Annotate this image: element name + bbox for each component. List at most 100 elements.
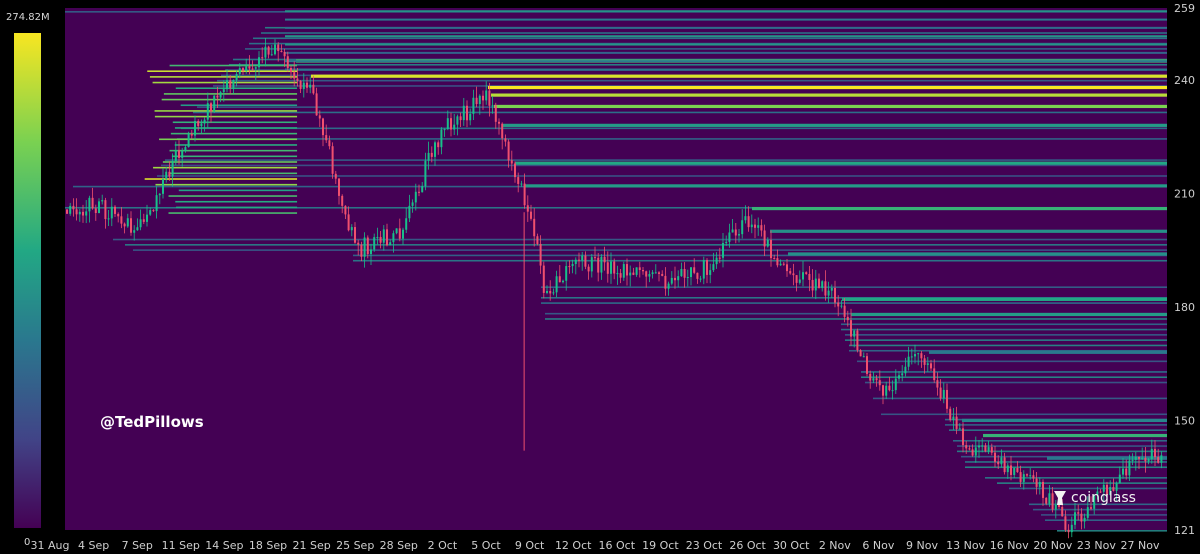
candle-body (507, 141, 510, 161)
candle-body (1093, 494, 1096, 509)
candle-body (587, 266, 590, 272)
candle-body (882, 385, 884, 396)
candle-body (450, 118, 452, 130)
upper-liquidity-line (285, 26, 1167, 29)
candle-body (376, 236, 379, 238)
candle-body (926, 363, 929, 365)
candle-body (1048, 493, 1051, 504)
candle-body (414, 191, 417, 203)
candle-body (763, 230, 766, 247)
candle-body (734, 229, 737, 236)
liquidity-level-line (957, 450, 1167, 453)
liquidity-level-line (125, 244, 1167, 246)
x-tick-label: 14 Sep (205, 539, 243, 552)
candle-body (1000, 457, 1003, 465)
candle-body (549, 290, 552, 294)
candle-body (626, 264, 628, 276)
candle-body (802, 272, 804, 280)
candle-body (946, 389, 948, 409)
candle-body (843, 305, 846, 317)
candle-body (178, 150, 180, 158)
candle-body (101, 200, 104, 202)
liquidity-level-line (1041, 514, 1167, 516)
candle-body (1122, 468, 1124, 475)
candle-body (773, 258, 776, 260)
liquidity-level-line (953, 439, 1167, 442)
candle-body (878, 380, 881, 386)
liquidation-cluster-line (176, 206, 298, 209)
liquidation-bands (65, 10, 1167, 532)
candle-body (814, 278, 817, 291)
candle-body (168, 171, 171, 177)
liquidation-cluster-line (174, 127, 298, 129)
candle-body (757, 225, 760, 228)
candle-body (1150, 448, 1153, 460)
candle-body (571, 263, 574, 267)
candle-body (808, 273, 811, 280)
candle-body (1134, 456, 1137, 460)
liquidity-level-line (845, 339, 1167, 341)
candle-body (875, 378, 878, 381)
candle-body (699, 278, 702, 280)
candle-body (517, 177, 520, 184)
candle-body (686, 277, 689, 279)
x-tick-label: 9 Oct (515, 539, 545, 552)
colorbar-min-label: 0 (24, 537, 31, 548)
candle-body (1019, 472, 1022, 482)
candle-body (1054, 504, 1057, 510)
candle-body (747, 216, 750, 228)
candle-body (1003, 457, 1006, 473)
candle-body (901, 373, 904, 376)
colorbar-max-label: 274.82M (6, 12, 50, 23)
candle-body (514, 163, 516, 178)
candle-body (370, 249, 372, 255)
candle-body (821, 281, 824, 288)
x-tick-label: 21 Sep (292, 539, 330, 552)
candle-body (610, 261, 612, 274)
price-candles (66, 37, 1163, 539)
candle-body (930, 363, 932, 369)
candle-body (718, 257, 721, 259)
candle-body (651, 272, 654, 275)
candle-body (1070, 524, 1073, 533)
candle-body (1138, 456, 1140, 459)
candle-body (1022, 474, 1025, 482)
liquidation-band (983, 433, 1167, 438)
candle-body (446, 118, 449, 130)
y-tick-label: 240 (1174, 74, 1195, 87)
candle-body (331, 146, 334, 174)
y-tick-label: 210 (1174, 187, 1195, 200)
liquidity-level-line (113, 238, 1167, 241)
candle-body (213, 95, 216, 112)
candle-body (66, 209, 68, 214)
candle-body (846, 316, 849, 321)
candle-body (312, 84, 315, 94)
candle-body (91, 197, 94, 209)
candle-body (1013, 468, 1016, 475)
candle-body (475, 97, 478, 105)
liquidity-level-line (181, 127, 1167, 130)
candle-body (318, 115, 321, 119)
candle-body (386, 229, 388, 246)
candle-body (1042, 481, 1044, 498)
candle-body (888, 385, 891, 391)
candle-body (1102, 484, 1105, 492)
candle-body (1131, 459, 1134, 461)
candle-body (603, 256, 606, 263)
candle-body (1086, 507, 1089, 518)
candle-body (1026, 474, 1028, 476)
candle-body (594, 257, 596, 259)
candle-body (142, 219, 145, 222)
candle-body (987, 447, 990, 452)
liquidity-level-line (861, 376, 1167, 379)
candle-body (619, 273, 622, 278)
upper-liquidity-line (285, 35, 1167, 38)
candle-body (472, 97, 475, 114)
liquidity-level-line (65, 206, 1167, 209)
candle-body (597, 257, 600, 273)
candle-body (837, 302, 840, 307)
candle-body (306, 82, 308, 88)
candle-body (530, 211, 532, 219)
candle-body (590, 257, 593, 272)
liquidity-level-line (945, 424, 1167, 426)
